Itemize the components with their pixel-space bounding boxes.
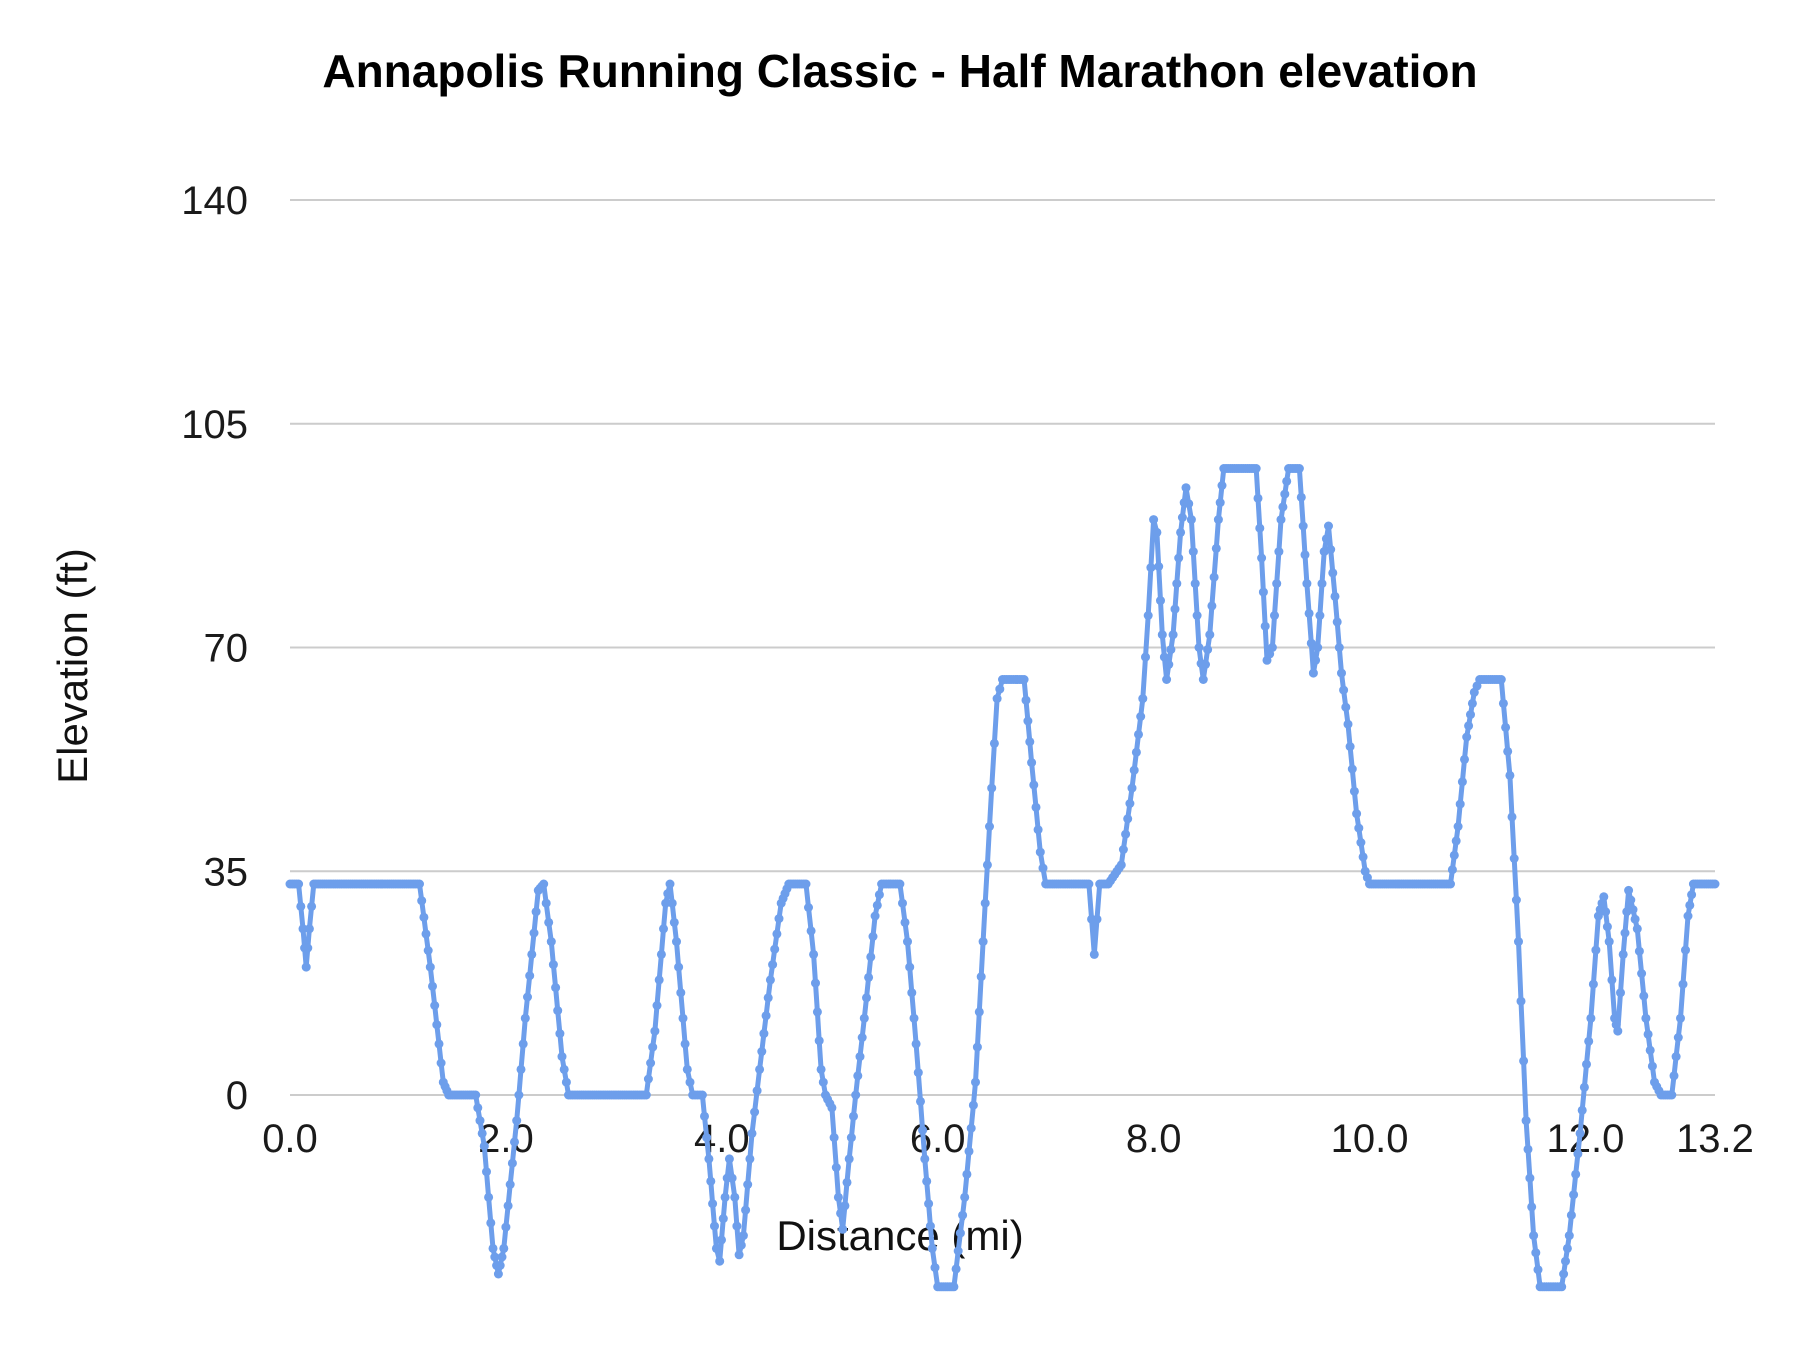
elevation-points bbox=[285, 464, 1720, 1292]
y-tick-label: 70 bbox=[204, 627, 249, 671]
elevation-line bbox=[287, 466, 1718, 1290]
x-axis-title: Distance (mi) bbox=[776, 1212, 1024, 1259]
y-tick-label: 105 bbox=[181, 403, 248, 447]
x-tick-label: 0.0 bbox=[262, 1117, 318, 1161]
x-tick-label: 13.2 bbox=[1676, 1117, 1754, 1161]
y-tick-label: 35 bbox=[204, 850, 249, 894]
y-tick-label: 140 bbox=[181, 179, 248, 223]
x-tick-label: 10.0 bbox=[1331, 1117, 1409, 1161]
x-tick-label: 4.0 bbox=[694, 1117, 750, 1161]
x-tick-label: 8.0 bbox=[1126, 1117, 1182, 1161]
x-tick-label: 12.0 bbox=[1547, 1117, 1625, 1161]
chart-title: Annapolis Running Classic - Half Maratho… bbox=[322, 45, 1478, 97]
gridlines bbox=[290, 199, 1715, 1096]
x-tick-label: 6.0 bbox=[910, 1117, 966, 1161]
y-tick-labels: 0 35 70 105 140 bbox=[181, 179, 248, 1118]
y-tick-label: 0 bbox=[226, 1074, 248, 1118]
